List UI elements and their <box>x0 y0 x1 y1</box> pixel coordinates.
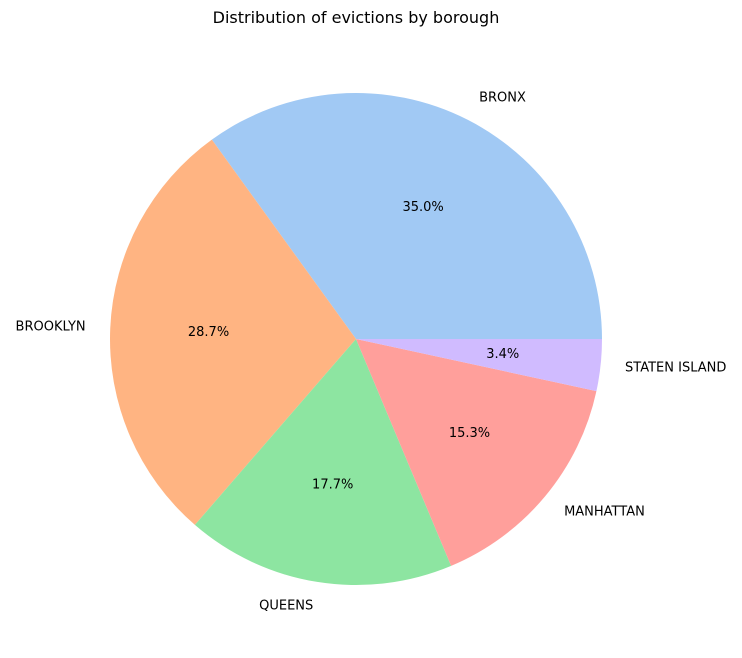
pct-label-queens: 17.7% <box>312 477 353 492</box>
slice-label-queens: QUEENS <box>259 599 313 614</box>
pie-slice-staten-island <box>356 339 602 392</box>
pct-label-brooklyn: 28.7% <box>188 325 229 340</box>
percentage-labels: 35.0% 28.7% 17.7% 15.3% 3.4% <box>188 200 519 492</box>
category-labels: BRONX BROOKLYN QUEENS MANHATTAN STATEN ISLAN… <box>16 91 727 614</box>
slice-label-manhattan: MANHATTAN <box>564 504 645 519</box>
pie-slice-queens <box>194 339 452 585</box>
pct-label-staten-island: 3.4% <box>486 347 519 362</box>
pie-slice-bronx <box>211 93 602 340</box>
pct-label-bronx: 35.0% <box>402 200 443 215</box>
chart-title: Distribution of evictions by borough <box>213 8 500 27</box>
slice-label-brooklyn: BROOKLYN <box>16 320 86 335</box>
pie-slice-manhattan <box>356 339 597 566</box>
slice-label-staten-island: STATEN ISLAND <box>625 360 726 375</box>
slice-label-bronx: BRONX <box>479 91 526 106</box>
pie-slices <box>110 93 602 585</box>
pie-slice-brooklyn <box>110 139 357 525</box>
pct-label-manhattan: 15.3% <box>449 426 490 441</box>
